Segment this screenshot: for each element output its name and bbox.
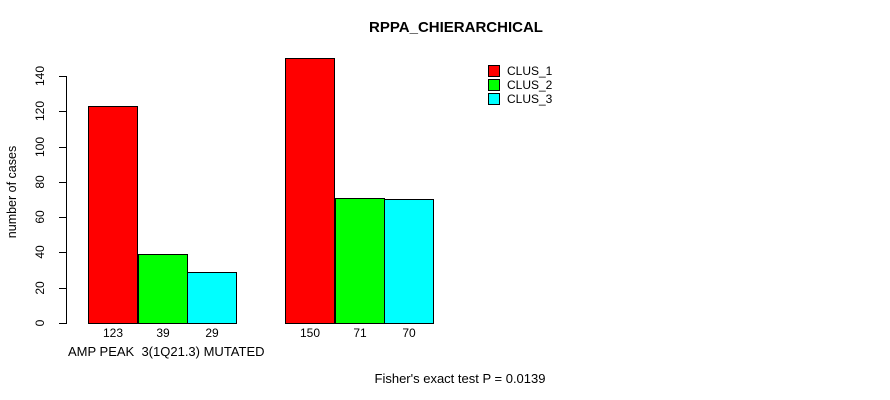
y-axis-label: number of cases [5, 145, 19, 239]
bar-value-label: 150 [299, 326, 321, 340]
bar-clus_1-group1 [88, 106, 138, 324]
legend-item-clus_3: CLUS_3 [488, 92, 552, 106]
y-axis-tick-label: 40 [33, 245, 47, 259]
x-axis-label: AMP PEAK 3(1Q21.3) MUTATED [68, 344, 265, 359]
bar-value-label: 29 [205, 326, 219, 340]
bar-clus_3-group2 [384, 199, 434, 324]
bar-value-label: 71 [353, 326, 367, 340]
legend-item-clus_1: CLUS_1 [488, 64, 552, 78]
y-axis-tick-label: 80 [33, 175, 47, 189]
legend-item-clus_2: CLUS_2 [488, 78, 552, 92]
bar-clus_3-group1 [187, 272, 237, 324]
bar-clus_1-group2 [285, 58, 335, 324]
legend-swatch-clus_2 [488, 79, 500, 91]
legend-label: CLUS_2 [507, 78, 553, 92]
legend-label: CLUS_1 [507, 64, 553, 78]
y-axis-tick-label: 20 [33, 281, 47, 295]
bar-clus_2-group2 [335, 198, 385, 324]
legend-label: CLUS_3 [507, 92, 553, 106]
bar-value-label: 39 [156, 326, 170, 340]
y-axis-line [66, 76, 67, 324]
y-axis-tick [59, 111, 66, 112]
y-axis-tick [59, 323, 66, 324]
y-axis-tick-label: 100 [33, 136, 47, 158]
legend-swatch-clus_3 [488, 93, 500, 105]
y-axis-tick [59, 217, 66, 218]
y-axis-tick [59, 288, 66, 289]
legend: CLUS_1 CLUS_2 CLUS_3 [488, 64, 552, 106]
y-axis-tick [59, 147, 66, 148]
y-axis-tick-label: 140 [33, 65, 47, 87]
legend-swatch-clus_1 [488, 65, 500, 77]
stat-annotation: Fisher's exact test P = 0.0139 [374, 371, 546, 386]
bar-value-label: 123 [102, 326, 124, 340]
y-axis-tick [59, 252, 66, 253]
y-axis-tick [59, 76, 66, 77]
y-axis-tick-label: 60 [33, 210, 47, 224]
y-axis-tick [59, 182, 66, 183]
y-axis-tick-label: 120 [33, 100, 47, 122]
bar-value-label: 70 [402, 326, 416, 340]
bar-clus_2-group1 [138, 254, 188, 324]
chart-title: RPPA_CHIERARCHICAL [369, 19, 543, 36]
y-axis-tick-label: 0 [33, 319, 47, 327]
